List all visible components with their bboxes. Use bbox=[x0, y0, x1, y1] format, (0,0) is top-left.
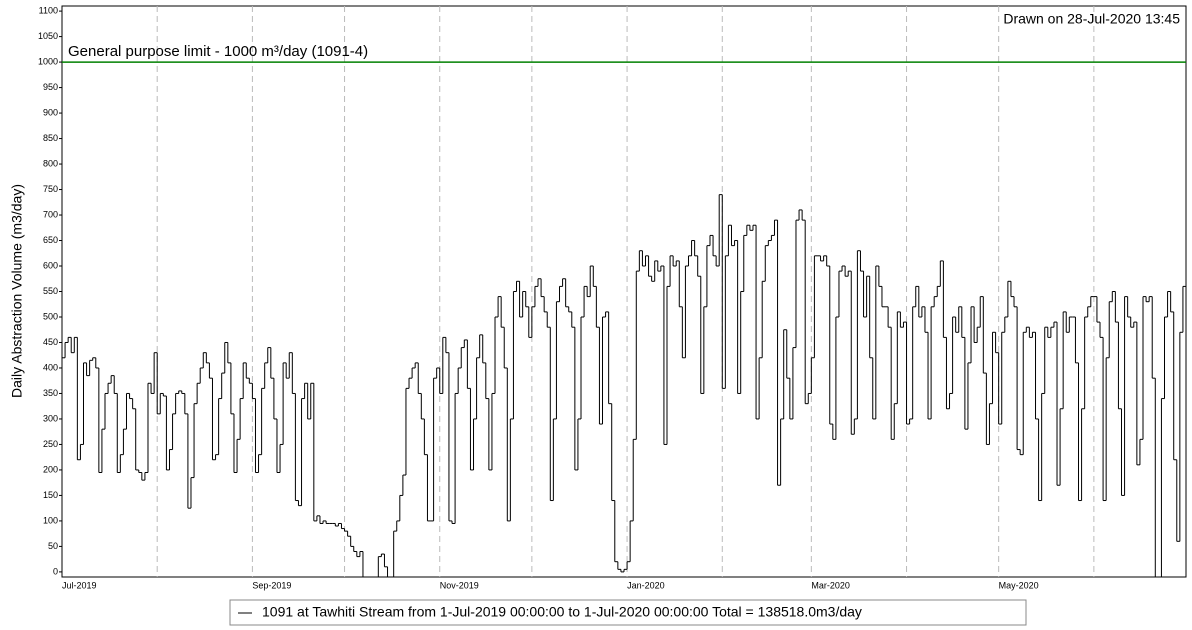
x-tick-label: Jan-2020 bbox=[627, 580, 665, 590]
legend-box bbox=[229, 599, 1027, 626]
y-tick-label: 50 bbox=[48, 541, 58, 551]
y-tick-label: 300 bbox=[43, 413, 58, 423]
y-tick-label: 350 bbox=[43, 388, 58, 398]
y-tick-label: 800 bbox=[43, 158, 58, 168]
x-tick-label: Mar-2020 bbox=[811, 580, 850, 590]
y-tick-label: 850 bbox=[43, 133, 58, 143]
y-axis-label: Daily Abstraction Volume (m3/day) bbox=[9, 184, 25, 398]
y-tick-label: 750 bbox=[43, 184, 58, 194]
step-risers bbox=[64, 194, 1184, 577]
y-tick-label: 600 bbox=[43, 260, 58, 270]
x-tick-label: Sep-2019 bbox=[252, 580, 291, 590]
plot-frame bbox=[61, 5, 1187, 578]
y-tick-label: 450 bbox=[43, 337, 58, 347]
y-tick-label: 100 bbox=[43, 515, 58, 525]
x-tick-label: Nov-2019 bbox=[440, 580, 479, 590]
y-tick-label: 900 bbox=[43, 107, 58, 117]
annotation: Drawn on 28-Jul-2020 13:45 bbox=[1003, 11, 1180, 27]
y-tick-label: 1050 bbox=[38, 31, 58, 41]
y-tick-label: 500 bbox=[43, 311, 58, 321]
y-tick-label: 250 bbox=[43, 439, 58, 449]
y-tick-label: 950 bbox=[43, 82, 58, 92]
y-tick-label: 550 bbox=[43, 286, 58, 296]
y-tick-label: 1100 bbox=[39, 5, 58, 15]
y-tick-label: 650 bbox=[43, 235, 58, 245]
x-tick-label: May-2020 bbox=[999, 580, 1039, 590]
y-tick-label: 400 bbox=[43, 362, 58, 372]
legend-label: 1091 at Tawhiti Stream from 1-Jul-2019 0… bbox=[262, 604, 862, 620]
y-tick-label: 700 bbox=[43, 209, 58, 219]
y-tick-label: 0 bbox=[53, 566, 58, 576]
y-tick-label: 1000 bbox=[38, 56, 58, 66]
limit-label: General purpose limit - 1000 m³/day (109… bbox=[68, 43, 368, 60]
y-tick-label: 150 bbox=[43, 490, 58, 500]
x-tick-label: Jul-2019 bbox=[62, 580, 97, 590]
y-tick-label: 200 bbox=[43, 464, 58, 474]
